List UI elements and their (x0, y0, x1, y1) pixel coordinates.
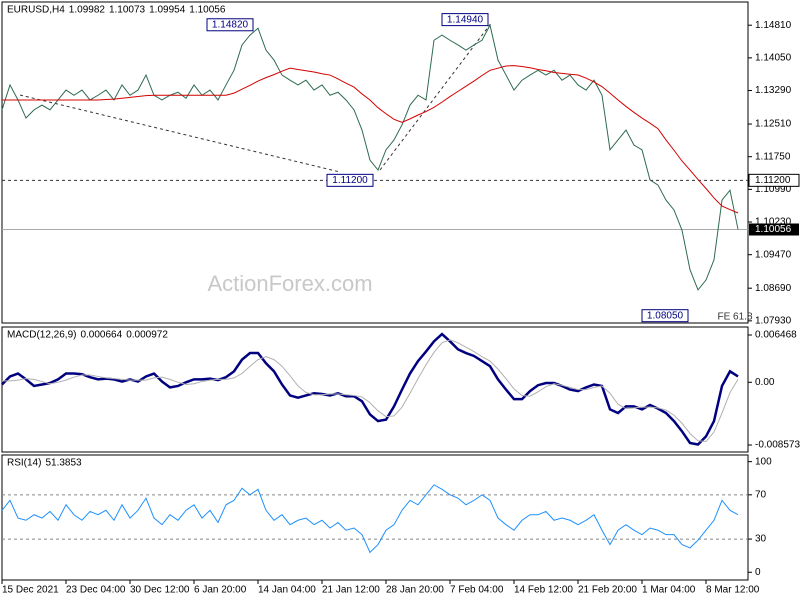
y-tick-label: 1.14810 (755, 20, 792, 31)
header-value: 1.10073 (109, 5, 146, 16)
annotation-label: 1.08050 (647, 310, 684, 321)
y-tick-label: 1.10990 (755, 184, 792, 195)
panel-frame (1, 326, 749, 453)
x-tick-label: 6 Jan 20:00 (194, 585, 247, 596)
level-tag-label: 1.11200 (755, 175, 791, 186)
series-line (1, 484, 739, 554)
header-value: 0.000664 (80, 330, 122, 341)
y-tick-label: 30 (755, 534, 767, 545)
watermark: ActionForex.com (207, 271, 372, 296)
y-tick-label: 1.12510 (755, 119, 792, 130)
y-tick-label: 0.006468 (755, 330, 797, 341)
annotation-text: FE 61.8 (717, 312, 752, 323)
x-tick-label: 21 Feb 20:00 (578, 585, 637, 596)
header-value: 1.09954 (149, 5, 186, 16)
header-bg (3, 4, 231, 16)
last-price-tag (749, 223, 799, 236)
y-tick-label: 1.09470 (755, 249, 792, 260)
panel-title: MACD(12,26,9) (7, 330, 76, 341)
annotation-box (206, 18, 254, 32)
x-tick-label: 21 Jan 12:00 (322, 585, 380, 596)
y-tick-label: 0.00 (755, 377, 775, 388)
y-tick-label: 1.13290 (755, 85, 792, 96)
y-tick-label: 70 (755, 489, 767, 500)
y-tick-label: -0.008573 (755, 440, 800, 451)
y-tick-label: 1.07930 (755, 315, 792, 326)
x-tick-label: 14 Feb 12:00 (514, 585, 573, 596)
series-line (1, 23, 739, 291)
annotation-label: 1.14940 (447, 14, 484, 25)
x-tick-label: 28 Jan 20:00 (386, 585, 444, 596)
y-tick-label: 0 (755, 567, 761, 578)
y-tick-label: 1.10230 (755, 217, 792, 228)
header-bg (3, 457, 87, 469)
x-tick-label: 30 Dec 12:00 (130, 585, 190, 596)
annotation-label: 1.14820 (212, 19, 249, 30)
y-tick-label: 1.11750 (755, 151, 791, 162)
header-value: 51.3853 (45, 458, 82, 469)
header-bg (3, 329, 173, 341)
trend-line (379, 21, 493, 171)
header-value: 0.000972 (126, 330, 168, 341)
last-price-label: 1.10056 (755, 224, 792, 235)
panel-frame (1, 454, 749, 581)
y-tick-label: 1.08690 (755, 283, 792, 294)
x-tick-label: 7 Feb 04:00 (450, 585, 504, 596)
x-tick-label: 23 Dec 04:00 (66, 585, 126, 596)
panel-frame (1, 1, 749, 324)
panel-title: EURUSD,H4 (7, 5, 65, 16)
annotation-box (326, 173, 374, 187)
x-tick-label: 15 Dec 2021 (2, 585, 59, 596)
series-line (2, 65, 739, 214)
annotation-label: 1.11200 (332, 175, 368, 186)
y-tick-label: 100 (755, 456, 772, 467)
trend-line (19, 94, 341, 173)
series-line (1, 332, 739, 446)
x-tick-label: 1 Mar 04:00 (642, 585, 696, 596)
annotation-box (441, 13, 489, 27)
header-value: 1.09982 (69, 5, 106, 16)
x-tick-label: 8 Mar 12:00 (706, 585, 760, 596)
annotation-box (641, 309, 689, 323)
panel-title: RSI(14) (7, 458, 41, 469)
series-line (2, 339, 739, 443)
level-tag (748, 173, 800, 187)
x-tick-label: 14 Jan 04:00 (258, 585, 316, 596)
y-tick-label: 1.14050 (755, 53, 792, 64)
header-value: 1.10056 (189, 5, 226, 16)
